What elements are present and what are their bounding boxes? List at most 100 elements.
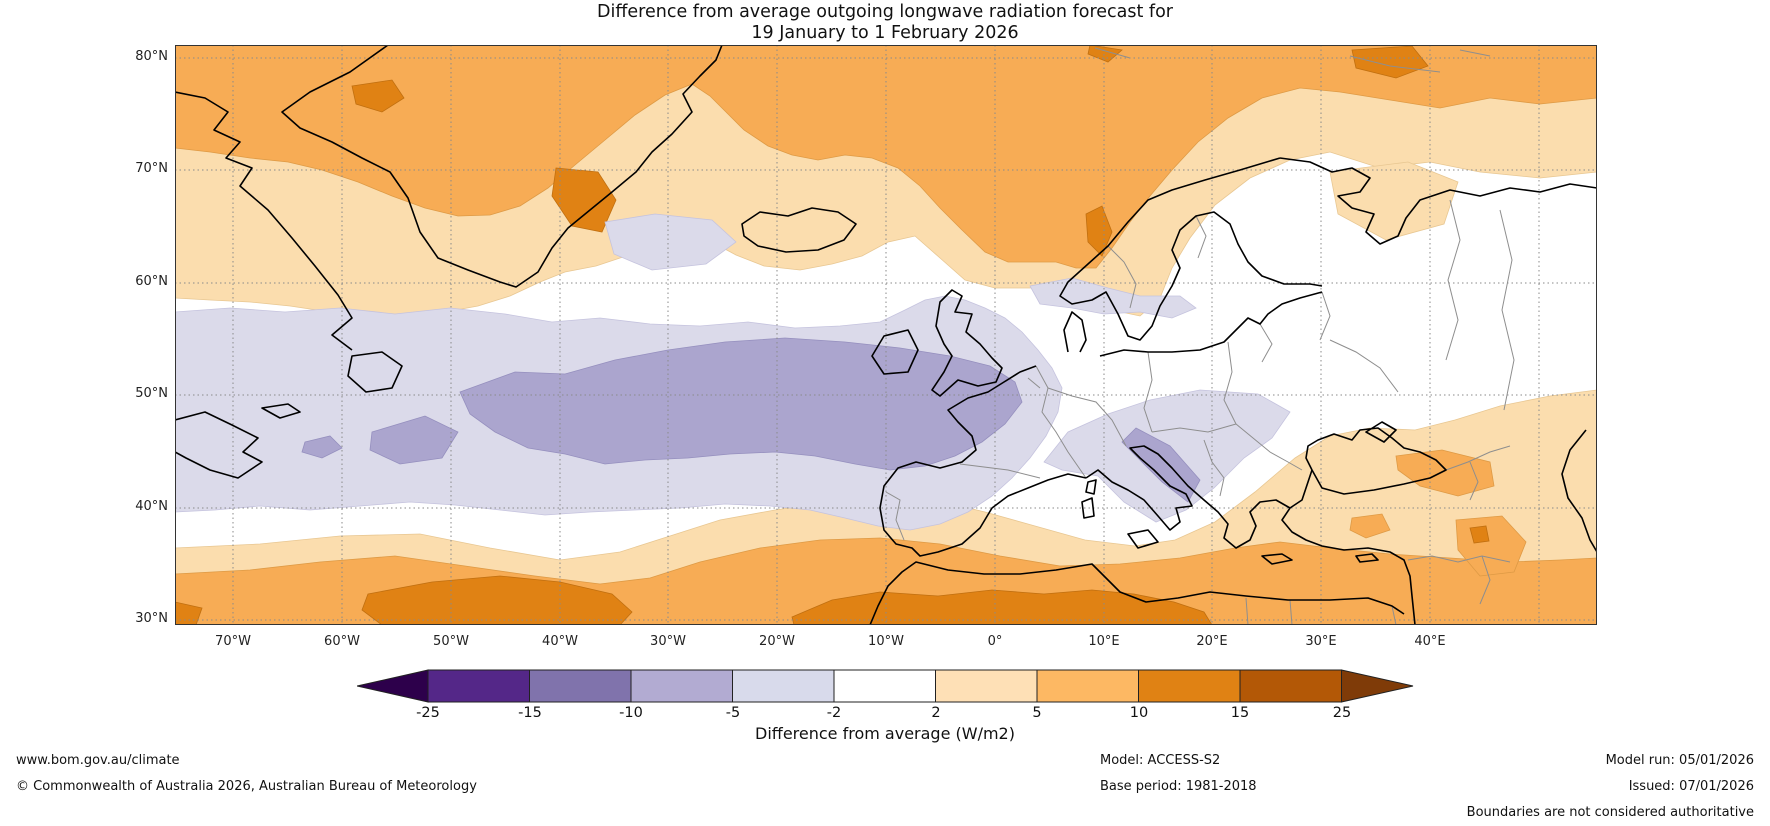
lat-label-80n: 80°N xyxy=(135,49,168,64)
field-dark-orange-baffin xyxy=(351,79,405,113)
graticule-gridlines xyxy=(175,45,1597,625)
lat-label-40n: 40°N xyxy=(135,499,168,514)
field-dark-orange-arctic-small xyxy=(1087,45,1123,63)
footer-right: Model run: 05/01/2026 Issued: 07/01/2026… xyxy=(1354,748,1754,826)
border-france-germany xyxy=(1027,365,1127,479)
map-frame xyxy=(175,45,1597,625)
field-dark-orange-north-africa xyxy=(791,589,1213,625)
coastline-canada-baffin xyxy=(175,91,353,351)
colorbar-segment-4 xyxy=(732,669,835,703)
lon-label-40e: 40°E xyxy=(1414,634,1446,649)
lon-label-10w: 10°W xyxy=(868,634,904,649)
lon-label-30w: 30°W xyxy=(650,634,686,649)
colorbar-segment-1 xyxy=(427,669,530,703)
field-dark-orange-norway xyxy=(1085,205,1113,257)
lat-label-70n: 70°N xyxy=(135,161,168,176)
coastline-caspian xyxy=(1561,429,1597,553)
colorbar-segment-6 xyxy=(935,669,1038,703)
cb-tick-pos10: 10 xyxy=(1129,705,1149,721)
cb-tick-pos15: 15 xyxy=(1230,705,1250,721)
chart-title-line2: 19 January to 1 February 2026 xyxy=(751,23,1019,43)
lat-label-60n: 60°N xyxy=(135,274,168,289)
footer-copyright: © Commonwealth of Australia 2026, Austra… xyxy=(16,779,477,794)
field-mid-orange-anatolia xyxy=(1349,513,1391,539)
cb-tick-neg10: -10 xyxy=(619,705,643,721)
field-dark-orange-left-edge xyxy=(175,601,203,625)
rivers-russia xyxy=(1445,199,1515,411)
footer-issued: Issued: 07/01/2026 xyxy=(1628,779,1754,794)
field-mid-purple-west-blob xyxy=(369,415,459,465)
colorbar-segment-7 xyxy=(1036,669,1139,703)
colorbar-segment-9 xyxy=(1239,669,1342,703)
field-dark-orange-mesopotamia-core xyxy=(1469,525,1490,544)
coastline-mediterranean-islands xyxy=(1081,479,1379,565)
cb-tick-pos25: 25 xyxy=(1332,705,1352,721)
field-pale-purple-south-greenland xyxy=(604,213,737,271)
coastline-ireland xyxy=(871,329,919,375)
lon-label-60w: 60°W xyxy=(324,634,360,649)
lon-label-40w: 40°W xyxy=(542,634,578,649)
field-dark-orange-west-greenland xyxy=(551,167,617,233)
colorbar-segment-8 xyxy=(1138,669,1241,703)
footer-model: Model: ACCESS-S2 xyxy=(1100,753,1221,768)
colorbar-arrow-right xyxy=(1341,669,1414,703)
footer-model-block: Model: ACCESS-S2 Base period: 1981-2018 xyxy=(1100,748,1257,800)
border-scandinavia xyxy=(1107,215,1207,309)
lon-label-0: 0° xyxy=(987,634,1003,649)
cb-tick-neg5: -5 xyxy=(725,705,741,721)
lat-label-50n: 50°N xyxy=(135,386,168,401)
chart-title: Difference from average outgoing longwav… xyxy=(0,2,1770,44)
lon-label-30e: 30°E xyxy=(1305,634,1337,649)
coastline-bosphorus-istanbul xyxy=(1289,469,1313,509)
footer-disclaimer: Boundaries are not considered authoritat… xyxy=(1466,805,1754,820)
cb-tick-pos5: 5 xyxy=(1032,705,1042,721)
colorbar-arrow-left xyxy=(357,669,429,703)
border-baltics-russia xyxy=(1259,291,1399,393)
field-dark-orange-svalbard xyxy=(1351,45,1429,79)
coastline-greenland xyxy=(281,45,723,288)
cb-tick-neg2: -2 xyxy=(826,705,842,721)
coastline-kola-whitesea xyxy=(1279,157,1597,245)
colorbar-segment-2 xyxy=(529,669,632,703)
footer-left: www.bom.gov.au/climate © Commonwealth of… xyxy=(16,748,477,800)
colorbar xyxy=(357,669,1414,703)
lon-label-70w: 70°W xyxy=(215,634,251,649)
coastline-west-europe-iberia xyxy=(879,365,1087,557)
coastline-italy-balkans-greece xyxy=(1085,445,1291,549)
chart-title-line1: Difference from average outgoing longwav… xyxy=(597,2,1173,22)
footer-base-period: Base period: 1981-2018 xyxy=(1100,779,1257,794)
islands-arctic-gray xyxy=(1094,47,1491,73)
field-dark-orange-atlantic-south xyxy=(361,575,633,625)
border-north-africa xyxy=(1245,597,1397,625)
cb-tick-neg15: -15 xyxy=(518,705,542,721)
field-pale-purple-baltic xyxy=(1029,277,1197,319)
coastline-north-africa xyxy=(869,561,1405,625)
border-central-europe xyxy=(1143,341,1303,497)
coastline-nova-scotia xyxy=(175,411,263,479)
colorbar-segment-5 xyxy=(833,669,936,703)
footer-model-run: Model run: 05/01/2026 xyxy=(1605,753,1754,768)
border-middle-east xyxy=(1407,445,1511,605)
lon-label-50w: 50°W xyxy=(433,634,469,649)
coastline-aegean-levant xyxy=(1281,507,1416,625)
field-pale-orange-nw-russia xyxy=(1329,161,1459,241)
lon-label-20w: 20°W xyxy=(759,634,795,649)
coastline-newfoundland xyxy=(261,351,403,419)
country-borders xyxy=(885,47,1515,625)
cb-tick-pos2: 2 xyxy=(931,705,941,721)
lon-label-20e: 20°E xyxy=(1196,634,1228,649)
coastline-denmark xyxy=(1063,311,1087,353)
colorbar-segment-3 xyxy=(630,669,733,703)
footer-url: www.bom.gov.au/climate xyxy=(16,753,180,768)
coastline-scandinavia-baltic xyxy=(1059,157,1323,357)
cb-tick-neg25: -25 xyxy=(416,705,440,721)
coastline-great-britain xyxy=(931,289,1003,397)
colorbar-title: Difference from average (W/m2) xyxy=(755,724,1015,743)
coastlines xyxy=(175,45,1597,625)
coastline-iceland xyxy=(741,207,857,253)
lon-label-10e: 10°E xyxy=(1088,634,1120,649)
map-canvas xyxy=(175,45,1597,625)
field-top-mid-orange xyxy=(175,45,1597,269)
field-mid-purple-west-small xyxy=(301,435,343,459)
